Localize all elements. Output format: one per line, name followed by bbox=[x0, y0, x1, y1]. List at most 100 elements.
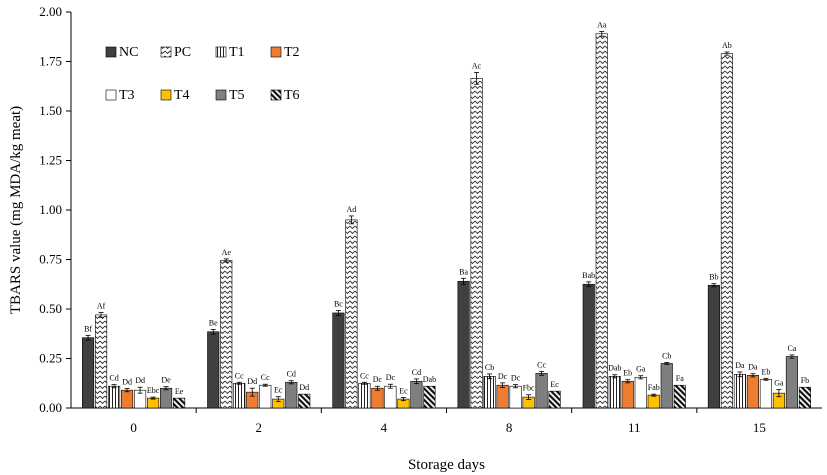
data-label: Cb bbox=[485, 363, 494, 372]
bar-t6-day-0 bbox=[173, 397, 186, 409]
data-label: Eb bbox=[761, 367, 770, 376]
bar-t3-day-11 bbox=[634, 377, 647, 409]
bar-t1-day-4 bbox=[358, 382, 371, 409]
data-label: Eb bbox=[623, 369, 632, 378]
data-label: Fb bbox=[801, 376, 809, 385]
bar-t4-day-0 bbox=[147, 397, 160, 409]
legend-label-t6: T6 bbox=[284, 88, 300, 103]
data-label: Ad bbox=[347, 205, 357, 214]
bar-nc-day-11 bbox=[582, 283, 595, 409]
legend-label-pc: PC bbox=[174, 45, 191, 60]
data-label: Cd bbox=[412, 368, 421, 377]
bar-t5-day-11 bbox=[660, 363, 673, 409]
data-label: Bf bbox=[84, 324, 92, 333]
bar-nc-day-4 bbox=[332, 312, 345, 409]
data-label: Cc bbox=[537, 360, 546, 369]
bar-t5-day-15 bbox=[785, 356, 798, 409]
bar-pc-day-8 bbox=[470, 78, 483, 409]
bar-t5-day-8 bbox=[535, 373, 548, 409]
bar-t3-day-8 bbox=[509, 385, 522, 409]
data-label: Ae bbox=[222, 248, 232, 257]
bar-t1-day-15 bbox=[733, 374, 746, 409]
legend-label-nc: NC bbox=[119, 45, 138, 60]
y-tick-label: 1.00 bbox=[39, 202, 62, 217]
data-label: Bc bbox=[334, 300, 343, 309]
data-label: Dc bbox=[511, 374, 521, 383]
bar-pc-day-15 bbox=[720, 53, 733, 409]
data-label: Aa bbox=[597, 20, 607, 29]
data-label: Ga bbox=[774, 379, 784, 388]
x-tick-label: 4 bbox=[381, 420, 388, 435]
data-label: Dc bbox=[373, 375, 383, 384]
y-tick-label: 0.00 bbox=[39, 400, 62, 415]
bar-t4-day-11 bbox=[647, 394, 660, 409]
bar-nc-day-0 bbox=[82, 337, 95, 409]
legend-swatch-t2 bbox=[270, 46, 282, 58]
bar-t6-day-8 bbox=[548, 390, 561, 409]
data-label: Cd bbox=[287, 370, 296, 379]
data-label: Ec bbox=[399, 387, 408, 396]
bar-pc-day-0 bbox=[95, 314, 108, 409]
bar-t3-day-2 bbox=[259, 384, 272, 409]
data-label: Dd bbox=[299, 383, 309, 392]
data-label: Fbc bbox=[523, 384, 535, 393]
x-tick-label: 15 bbox=[753, 420, 766, 435]
data-label: Cc bbox=[261, 373, 270, 382]
legend-label-t2: T2 bbox=[284, 45, 300, 60]
data-label: Da bbox=[748, 363, 758, 372]
data-label: Ee bbox=[175, 387, 184, 396]
data-label: Dd bbox=[135, 376, 145, 385]
data-label: Dab bbox=[608, 364, 621, 373]
bar-t1-day-11 bbox=[608, 376, 621, 409]
bar-t2-day-11 bbox=[621, 380, 634, 409]
x-axis-title: Storage days bbox=[408, 457, 485, 473]
y-tick-label: 0.75 bbox=[39, 252, 62, 267]
bar-t1-day-0 bbox=[108, 385, 121, 409]
x-tick-label: 8 bbox=[506, 420, 513, 435]
y-tick-label: 0.25 bbox=[39, 351, 62, 366]
legend-swatch-t6 bbox=[270, 89, 282, 101]
y-tick-label: 0.50 bbox=[39, 301, 62, 316]
data-label: Dd bbox=[122, 378, 132, 387]
bar-pc-day-2 bbox=[220, 260, 233, 409]
bar-nc-day-2 bbox=[207, 331, 220, 409]
data-label: Ec bbox=[550, 380, 559, 389]
bar-t6-day-15 bbox=[798, 386, 811, 409]
legend-label-t3: T3 bbox=[119, 88, 135, 103]
x-tick-label: 0 bbox=[130, 420, 137, 435]
data-label: Bab bbox=[582, 271, 595, 280]
bar-t1-day-2 bbox=[233, 382, 246, 409]
bar-pc-day-4 bbox=[345, 219, 358, 409]
data-label: Cd bbox=[109, 374, 118, 383]
bar-t2-day-15 bbox=[746, 375, 759, 409]
x-tick-label: 2 bbox=[256, 420, 263, 435]
y-tick-label: 1.50 bbox=[39, 103, 62, 118]
data-label: Bb bbox=[709, 273, 718, 282]
data-label: Da bbox=[735, 361, 745, 370]
bar-t1-day-8 bbox=[483, 376, 496, 409]
data-label: Ga bbox=[636, 365, 646, 374]
y-tick-label: 1.75 bbox=[39, 54, 62, 69]
data-label: Be bbox=[209, 318, 218, 327]
bar-pc-day-11 bbox=[595, 33, 608, 409]
bar-t2-day-4 bbox=[371, 387, 384, 409]
bar-t5-day-2 bbox=[285, 381, 298, 409]
bar-t3-day-4 bbox=[384, 385, 397, 409]
bar-t6-day-2 bbox=[298, 393, 311, 409]
legend-swatch-pc bbox=[160, 46, 172, 58]
data-label: Ca bbox=[787, 344, 796, 353]
data-label: Dc bbox=[386, 373, 396, 382]
data-label: De bbox=[161, 376, 171, 385]
bar-t5-day-0 bbox=[160, 387, 173, 409]
y-tick-label: 1.25 bbox=[39, 153, 62, 168]
data-label: Cc bbox=[235, 371, 244, 380]
data-label: Af bbox=[97, 302, 106, 311]
data-label: Ac bbox=[472, 61, 482, 70]
bar-t3-day-15 bbox=[759, 378, 772, 409]
data-label: Fab bbox=[648, 383, 660, 392]
y-axis-title: TBARS value (mg MDA/kg meat) bbox=[8, 106, 24, 314]
bar-t5-day-4 bbox=[410, 380, 423, 409]
bar-t6-day-4 bbox=[423, 385, 436, 409]
legend-swatch-t3 bbox=[105, 89, 117, 101]
